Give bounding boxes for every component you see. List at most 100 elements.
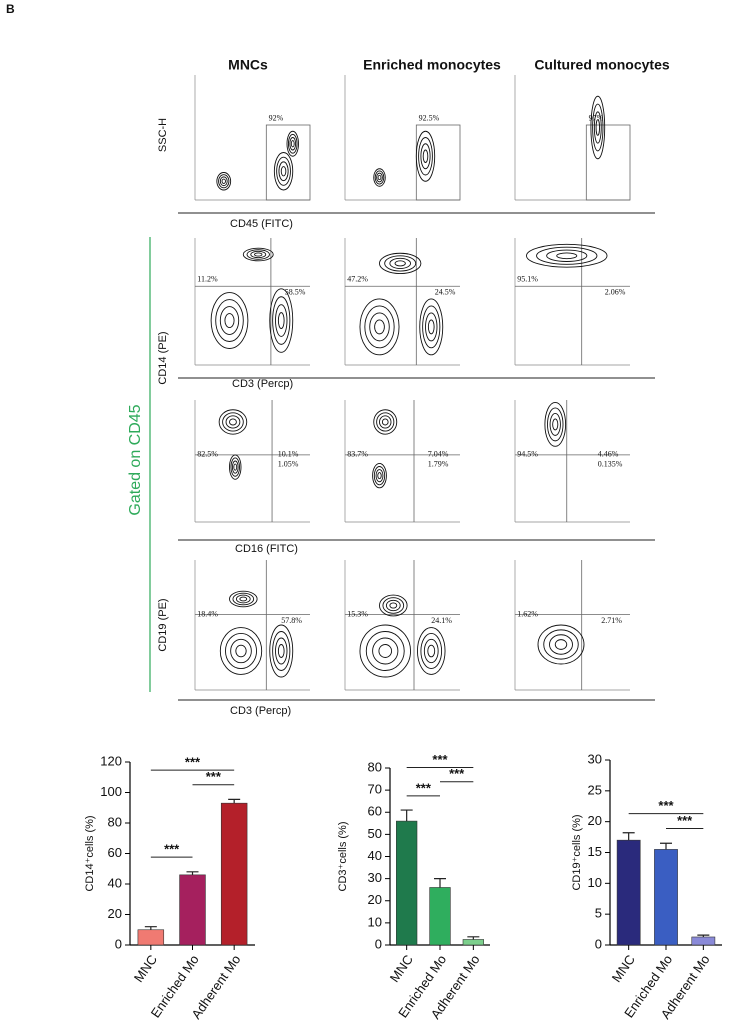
y-tick-label: 50 (368, 826, 382, 841)
gate-percentage: 10.1% (278, 450, 299, 459)
bar (654, 849, 678, 946)
significance-label: *** (677, 813, 693, 828)
contour (277, 312, 285, 329)
contour (374, 319, 385, 335)
contour (389, 602, 398, 609)
x-axis-label: CD16 (FITC) (235, 543, 298, 555)
contour (377, 472, 382, 480)
x-axis-label: CD3 (Percp) (230, 705, 291, 717)
contour (590, 95, 606, 160)
y-axis-label: CD19⁺cells (%) (571, 814, 583, 890)
gate (415, 124, 461, 201)
contour (593, 111, 602, 144)
contour (359, 298, 400, 356)
gate-percentage: 97% (589, 114, 604, 123)
y-axis-label: CD14⁺cells (%) (84, 815, 96, 891)
gate-percentage: 1.62% (517, 609, 538, 618)
gate-percentage: 18.4% (197, 609, 218, 618)
contour (376, 172, 383, 183)
contour (595, 119, 600, 136)
error-bar (697, 934, 710, 937)
contour (278, 161, 289, 182)
contour (536, 246, 598, 265)
contour (543, 629, 579, 660)
contour (420, 143, 431, 170)
contour (231, 460, 239, 474)
contour (422, 149, 429, 163)
significance-label: *** (164, 842, 180, 857)
gate-percentage: 0.135% (598, 459, 623, 468)
contour (549, 412, 561, 436)
contour (556, 252, 578, 260)
contour (218, 174, 230, 189)
y-tick-label: 20 (108, 906, 122, 921)
y-tick-label: 0 (595, 936, 602, 951)
contour (526, 243, 608, 268)
y-axis-label: SSC-H (157, 118, 169, 152)
significance-label: *** (206, 769, 222, 784)
contour (420, 633, 443, 670)
y-tick-label: 20 (588, 813, 602, 828)
contour (269, 624, 294, 678)
error-bar (186, 871, 199, 875)
contour (382, 597, 405, 614)
gate-percentage: 2.06% (605, 287, 626, 296)
bar (429, 887, 451, 946)
gate-percentage: 95.1% (517, 275, 538, 284)
gate-percentage: 1.79% (428, 459, 449, 468)
y-tick-label: 80 (108, 814, 122, 829)
gate-percentage: 15.3% (347, 609, 368, 618)
error-bar (434, 878, 446, 888)
contour (269, 288, 294, 353)
contour (229, 418, 237, 426)
gating-label: Gated on CD45 (127, 404, 144, 515)
contour (272, 296, 291, 345)
gate-percentage: 1.05% (278, 459, 299, 468)
y-tick-label: 60 (368, 804, 382, 819)
y-tick-label: 0 (115, 936, 122, 951)
contour (215, 299, 244, 342)
contour (230, 457, 241, 477)
contour (250, 250, 267, 259)
contour (381, 418, 389, 426)
contour (379, 594, 408, 617)
y-axis-label: CD19 (PE) (157, 598, 169, 651)
gate-percentage: 24.1% (431, 616, 452, 625)
contour (372, 462, 387, 489)
gate-percentage: 92.5% (419, 114, 440, 123)
contour (218, 409, 248, 435)
contour (239, 596, 248, 602)
y-tick-label: 10 (368, 914, 382, 929)
contour (372, 637, 399, 665)
gate-percentage: 92% (269, 114, 284, 123)
contour (277, 644, 285, 658)
contour (419, 298, 444, 356)
x-axis-label: CD3 (Percp) (232, 378, 293, 390)
contour (232, 592, 255, 606)
column-title: MNCs (228, 57, 268, 73)
contour (225, 633, 257, 670)
contour (210, 292, 249, 349)
contour (216, 172, 232, 191)
y-tick-label: 60 (108, 845, 122, 860)
contour (375, 469, 384, 483)
contour (235, 644, 247, 658)
bar (220, 802, 248, 946)
significance-label: *** (416, 780, 432, 795)
contour (246, 249, 270, 260)
contour (549, 634, 573, 655)
contour (276, 156, 291, 186)
contour (427, 644, 436, 658)
y-tick-label: 40 (368, 848, 382, 863)
contour (394, 260, 406, 267)
error-bar (400, 809, 413, 822)
bar (616, 839, 641, 946)
gate-percentage: 94.5% (517, 450, 538, 459)
contour (280, 166, 287, 177)
contour (359, 624, 412, 678)
contour (286, 130, 299, 157)
contour (423, 638, 439, 664)
contour (369, 312, 390, 342)
y-tick-label: 100 (100, 784, 122, 799)
